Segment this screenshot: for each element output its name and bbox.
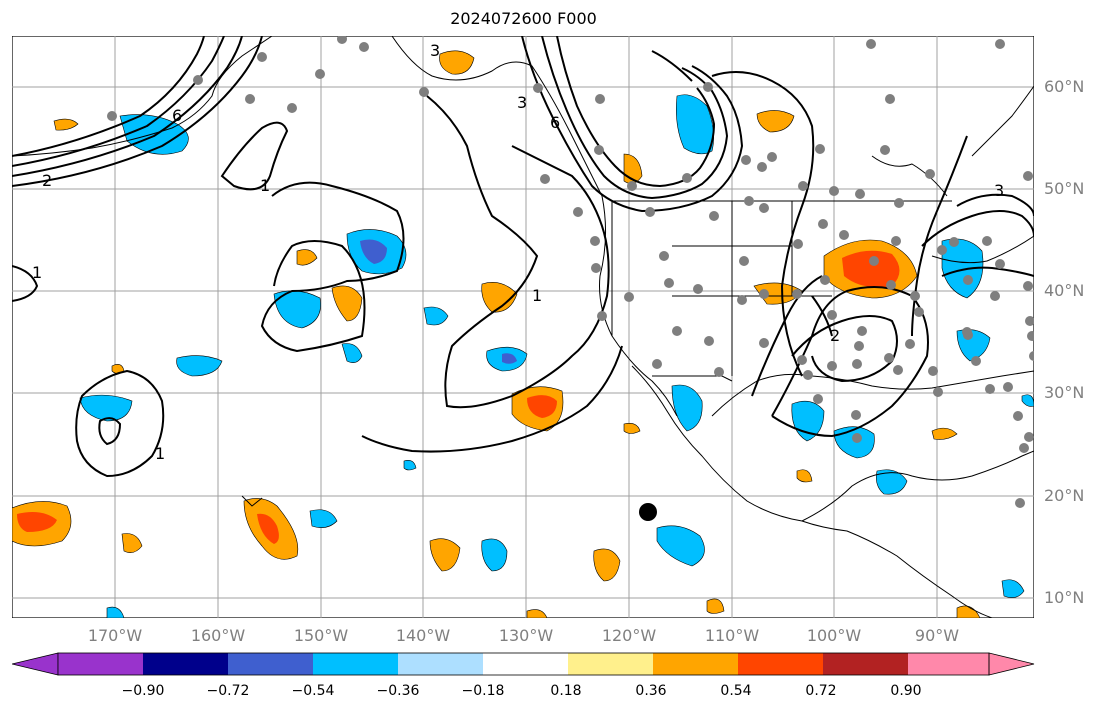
contour-label: 3 xyxy=(517,93,527,112)
map-title: 2024072600 F000 xyxy=(450,9,597,28)
lat-label-40n: 40°N xyxy=(1044,281,1085,300)
contour-label: 6 xyxy=(550,113,560,132)
lon-label-130w: 130°W xyxy=(498,626,554,645)
lon-label-170w: 170°W xyxy=(87,626,143,645)
contour-label: 1 xyxy=(532,286,542,305)
colorbar-extend-high xyxy=(988,652,1035,676)
contour-label-group: 1 1 1 1 2 3 3 3 6 6 2 xyxy=(32,41,1004,463)
graticule xyxy=(12,36,1034,618)
colorbar xyxy=(12,652,1035,676)
contour-label: 3 xyxy=(994,181,1004,200)
contour-label: 6 xyxy=(172,106,182,125)
colorbar-segment xyxy=(313,653,398,675)
colorbar-tick: −0.36 xyxy=(376,683,420,699)
contour-label: 1 xyxy=(32,263,42,282)
colorbar-tick: 0.54 xyxy=(720,683,752,699)
positive-anomaly-fills xyxy=(12,50,981,618)
colorbar-segment xyxy=(483,653,568,675)
contour-label: 2 xyxy=(830,326,840,345)
coastlines xyxy=(12,36,1034,618)
lon-label-110w: 110°W xyxy=(704,626,760,645)
colorbar-segment xyxy=(568,653,653,675)
lon-label-140w: 140°W xyxy=(395,626,451,645)
colorbar-tick: 0.18 xyxy=(550,683,582,699)
colorbar-segment xyxy=(58,653,143,675)
colorbar-segment xyxy=(143,653,228,675)
contour-label: 2 xyxy=(42,171,52,190)
contour-label: 3 xyxy=(430,41,440,60)
station-dots xyxy=(107,36,1034,508)
lat-label-30n: 30°N xyxy=(1044,383,1085,402)
colorbar-extend-low xyxy=(12,652,59,676)
lon-label-100w: 100°W xyxy=(806,626,862,645)
colorbar-tick: −0.90 xyxy=(121,683,165,699)
colorbar-tick: −0.72 xyxy=(206,683,250,699)
lon-label-150w: 150°W xyxy=(293,626,349,645)
map-panel: 1 1 1 1 2 3 3 3 6 6 2 xyxy=(12,36,1034,618)
storm-center-marker xyxy=(639,503,657,521)
lon-label-90w: 90°W xyxy=(914,626,960,645)
lat-label-60n: 60°N xyxy=(1044,77,1085,96)
colorbar-tick: −0.18 xyxy=(461,683,505,699)
lat-label-10n: 10°N xyxy=(1044,588,1085,607)
contour-lines xyxy=(12,36,1034,478)
colorbar-segment xyxy=(908,653,989,675)
contour-label: 1 xyxy=(260,176,270,195)
contour-label: 1 xyxy=(155,444,165,463)
colorbar-segment xyxy=(398,653,483,675)
lon-label-120w: 120°W xyxy=(601,626,657,645)
colorbar-tick: −0.54 xyxy=(291,683,335,699)
colorbar-tick: 0.36 xyxy=(635,683,667,699)
colorbar-segment xyxy=(738,653,823,675)
lat-label-50n: 50°N xyxy=(1044,179,1085,198)
colorbar-segment xyxy=(228,653,313,675)
colorbar-segment xyxy=(823,653,908,675)
colorbar-tick: 0.90 xyxy=(890,683,922,699)
lat-label-20n: 20°N xyxy=(1044,486,1085,505)
colorbar-tick: 0.72 xyxy=(805,683,837,699)
colorbar-segment xyxy=(653,653,738,675)
lon-label-160w: 160°W xyxy=(190,626,246,645)
